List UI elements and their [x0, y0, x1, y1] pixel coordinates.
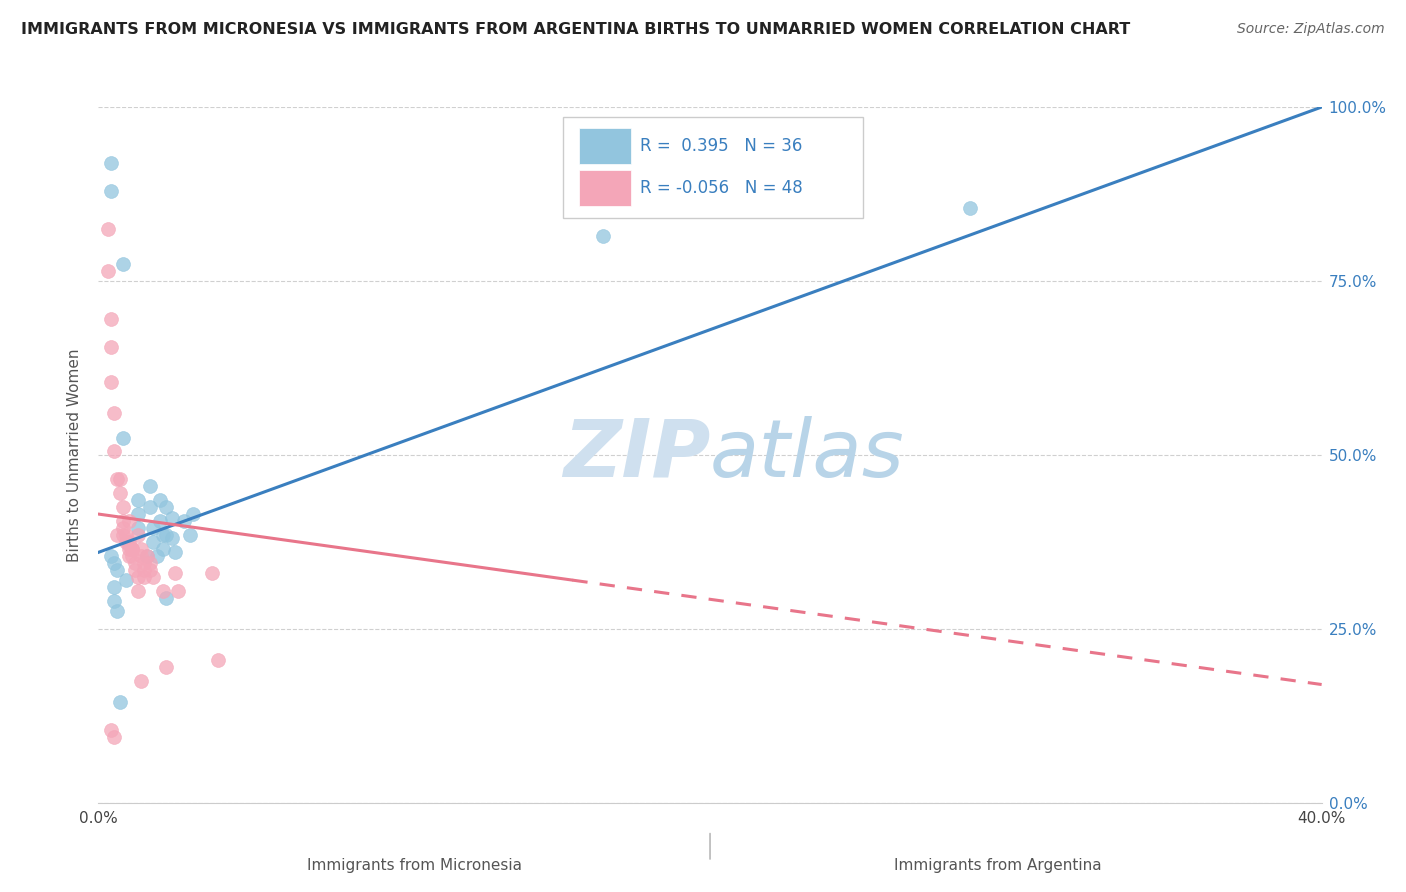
Point	[155, 660, 177, 674]
Point	[149, 493, 172, 508]
Point	[179, 528, 201, 542]
Point	[105, 605, 128, 619]
Point	[181, 507, 204, 521]
Point	[129, 674, 152, 689]
Point	[155, 591, 177, 605]
Point	[103, 444, 125, 458]
Point	[100, 312, 122, 326]
Point	[127, 493, 149, 508]
Point	[142, 535, 165, 549]
Text: Immigrants from Argentina: Immigrants from Argentina	[894, 858, 1102, 872]
Point	[105, 472, 128, 486]
Point	[105, 528, 128, 542]
Point	[149, 514, 172, 528]
Text: R =  0.395   N = 36: R = 0.395 N = 36	[640, 137, 803, 155]
Point	[100, 340, 122, 354]
Point	[134, 570, 156, 584]
Point	[100, 723, 122, 737]
Point	[142, 570, 165, 584]
Point	[111, 528, 134, 542]
Text: R = -0.056   N = 48: R = -0.056 N = 48	[640, 178, 803, 197]
Point	[100, 375, 122, 389]
Point	[111, 514, 134, 528]
Point	[139, 556, 162, 570]
Point	[111, 431, 134, 445]
Point	[145, 549, 167, 563]
Point	[127, 570, 149, 584]
Point	[136, 549, 159, 563]
Point	[108, 472, 131, 486]
Point	[108, 695, 131, 709]
Point	[118, 541, 141, 556]
Point	[592, 228, 614, 243]
Point	[121, 549, 143, 563]
Point	[97, 222, 120, 236]
Point	[139, 479, 162, 493]
Point	[100, 155, 122, 169]
Point	[152, 528, 174, 542]
Point	[155, 500, 177, 514]
Text: atlas: atlas	[710, 416, 905, 494]
Point	[103, 594, 125, 608]
Point	[111, 521, 134, 535]
Point	[134, 563, 156, 577]
Point	[121, 541, 143, 556]
FancyBboxPatch shape	[579, 169, 630, 206]
Point	[139, 500, 162, 514]
Point	[111, 256, 134, 270]
Point	[118, 514, 141, 528]
Point	[115, 528, 138, 542]
Point	[124, 556, 146, 570]
Point	[100, 549, 122, 563]
Point	[103, 580, 125, 594]
Text: IMMIGRANTS FROM MICRONESIA VS IMMIGRANTS FROM ARGENTINA BIRTHS TO UNMARRIED WOME: IMMIGRANTS FROM MICRONESIA VS IMMIGRANTS…	[21, 22, 1130, 37]
Point	[127, 507, 149, 521]
Point	[142, 521, 165, 535]
Point	[121, 541, 143, 556]
Point	[115, 573, 138, 587]
Point	[152, 541, 174, 556]
Point	[155, 528, 177, 542]
Point	[959, 201, 981, 215]
Point	[124, 563, 146, 577]
Point	[129, 549, 152, 563]
Point	[152, 583, 174, 598]
Point	[173, 514, 195, 528]
Point	[97, 263, 120, 277]
Point	[160, 510, 183, 524]
Point	[111, 500, 134, 514]
Point	[118, 538, 141, 552]
Point	[100, 184, 122, 198]
Text: Source: ZipAtlas.com: Source: ZipAtlas.com	[1237, 22, 1385, 37]
Point	[105, 563, 128, 577]
Point	[163, 566, 186, 581]
Point	[108, 486, 131, 500]
Y-axis label: Births to Unmarried Women: Births to Unmarried Women	[67, 348, 83, 562]
Point	[167, 583, 190, 598]
Point	[207, 653, 229, 667]
Point	[200, 566, 222, 581]
Point	[118, 535, 141, 549]
Point	[127, 528, 149, 542]
Text: ZIP: ZIP	[562, 416, 710, 494]
Point	[139, 563, 162, 577]
Point	[103, 556, 125, 570]
Point	[134, 556, 156, 570]
Point	[136, 549, 159, 563]
Text: Immigrants from Micronesia: Immigrants from Micronesia	[308, 858, 522, 872]
Point	[163, 545, 186, 559]
Point	[115, 535, 138, 549]
Point	[103, 406, 125, 420]
Point	[118, 549, 141, 563]
Point	[127, 583, 149, 598]
FancyBboxPatch shape	[579, 128, 630, 164]
Point	[103, 730, 125, 744]
Point	[129, 541, 152, 556]
Point	[127, 521, 149, 535]
Point	[160, 532, 183, 546]
FancyBboxPatch shape	[564, 118, 863, 219]
